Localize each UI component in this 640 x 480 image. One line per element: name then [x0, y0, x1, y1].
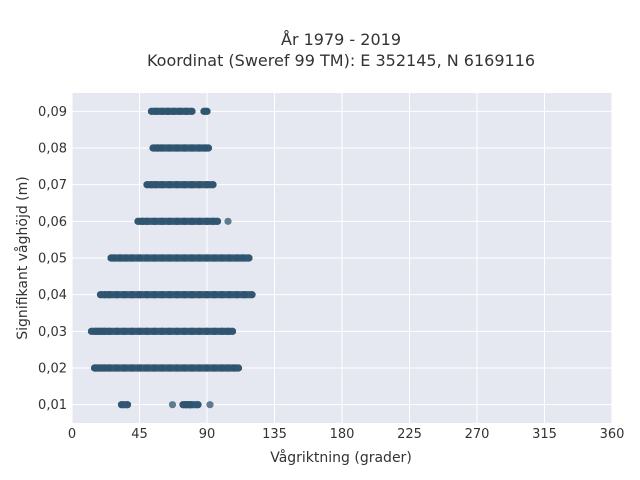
y-tick-label: 0,08: [38, 142, 67, 157]
y-tick-label: 0,06: [38, 215, 67, 230]
data-points: [87, 107, 256, 409]
chart-title-line2: Koordinat (Sweref 99 TM): E 352145, N 61…: [147, 51, 535, 70]
x-tick-label: 360: [600, 427, 625, 442]
y-tick-label: 0,02: [38, 362, 67, 377]
y-tick-label: 0,05: [38, 252, 67, 267]
x-tick-label: 180: [330, 427, 355, 442]
x-tick-label: 225: [397, 427, 422, 442]
x-tick-label: 315: [532, 427, 557, 442]
y-tick-label: 0,03: [38, 325, 67, 340]
data-point: [206, 401, 214, 409]
x-tick-label: 270: [465, 427, 490, 442]
x-tick-label: 135: [262, 427, 287, 442]
y-axis-label: Signifikant våghöjd (m): [14, 176, 31, 339]
data-point: [224, 217, 232, 225]
y-tick-label: 0,01: [38, 398, 67, 413]
y-axis-ticks: 0,01 0,02 0,03 0,04 0,05 0,06 0,07 0,08 0,09: [38, 105, 67, 413]
y-tick-label: 0,07: [38, 178, 67, 193]
x-tick-label: 0: [68, 427, 76, 442]
y-tick-label: 0,04: [38, 288, 67, 303]
x-axis-label: Vågriktning (grader): [270, 449, 412, 466]
chart-title-line1: År 1979 - 2019: [281, 30, 401, 49]
y-tick-label: 0,09: [38, 105, 67, 120]
x-axis-ticks: 0 45 90 135 180 225 270 315 360: [68, 427, 625, 442]
data-point: [168, 401, 177, 409]
x-tick-label: 45: [131, 427, 148, 442]
x-tick-label: 90: [199, 427, 216, 442]
